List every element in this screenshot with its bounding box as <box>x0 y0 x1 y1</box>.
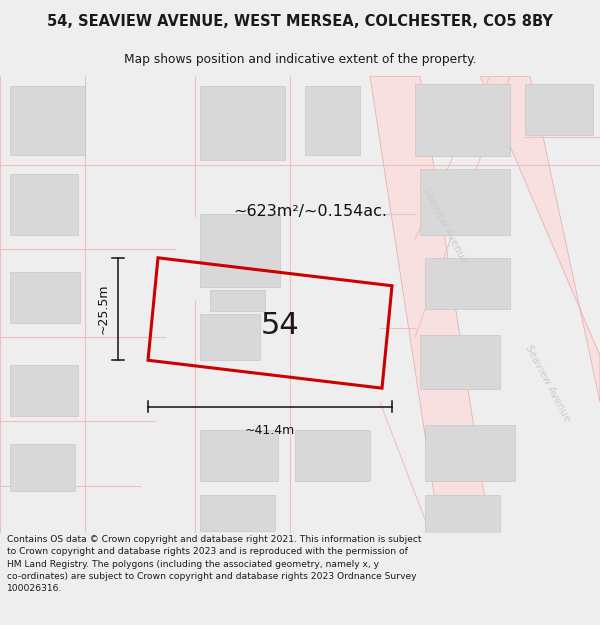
Text: Contains OS data © Crown copyright and database right 2021. This information is : Contains OS data © Crown copyright and d… <box>7 535 422 593</box>
Bar <box>420 169 510 234</box>
Bar <box>200 314 260 360</box>
Text: 54, SEAVIEW AVENUE, WEST MERSEA, COLCHESTER, CO5 8BY: 54, SEAVIEW AVENUE, WEST MERSEA, COLCHES… <box>47 14 553 29</box>
Bar <box>420 335 500 389</box>
Bar <box>200 214 280 287</box>
Bar <box>525 84 593 135</box>
Bar <box>425 258 510 309</box>
Bar <box>10 365 78 416</box>
Text: Seaview Avenue: Seaview Avenue <box>524 344 572 424</box>
Text: ~25.5m: ~25.5m <box>97 284 110 334</box>
Bar <box>200 430 278 481</box>
Bar <box>295 430 370 481</box>
Bar <box>425 426 515 481</box>
Bar <box>10 272 80 323</box>
Bar <box>425 495 500 532</box>
Bar <box>10 86 85 156</box>
Text: ~623m²/~0.154ac.: ~623m²/~0.154ac. <box>233 204 387 219</box>
Text: Seaview Avenue: Seaview Avenue <box>421 185 469 265</box>
Bar <box>305 86 360 156</box>
Bar <box>415 84 510 156</box>
Bar <box>10 174 78 234</box>
Bar <box>10 444 75 491</box>
Text: Map shows position and indicative extent of the property.: Map shows position and indicative extent… <box>124 53 476 66</box>
Polygon shape <box>370 76 490 532</box>
Polygon shape <box>480 76 600 402</box>
Text: 54: 54 <box>260 311 299 340</box>
Bar <box>210 291 265 311</box>
Text: ~41.4m: ~41.4m <box>245 424 295 436</box>
Bar <box>200 495 275 531</box>
Bar <box>200 86 285 160</box>
